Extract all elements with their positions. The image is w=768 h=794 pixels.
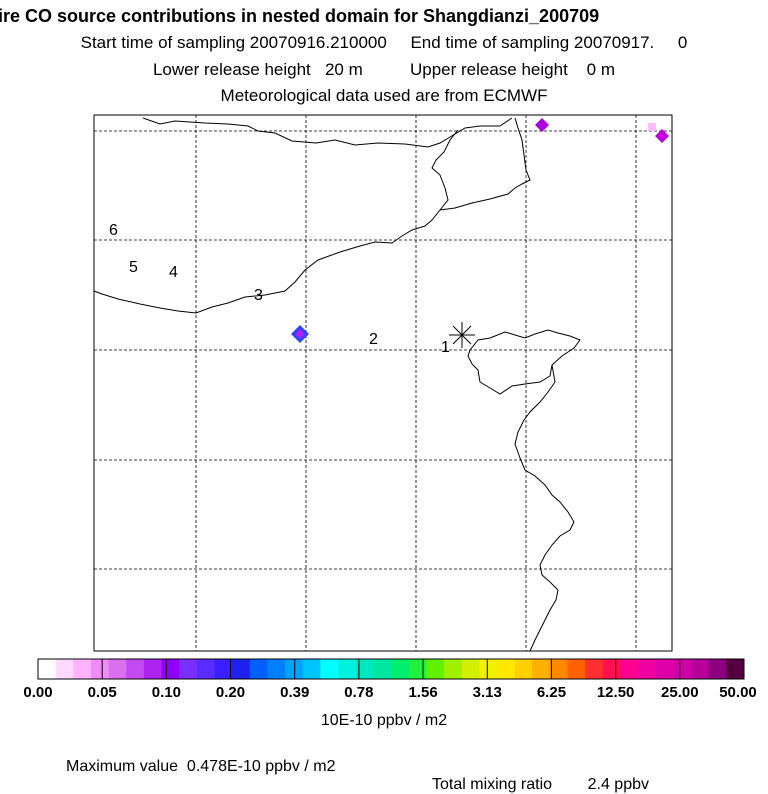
- colorbar-cell: [373, 659, 392, 679]
- colorbar-cell: [267, 659, 286, 679]
- colorbar-cell: [196, 659, 215, 679]
- colorbar-cell: [408, 659, 427, 679]
- colorbar-cell: [726, 659, 745, 679]
- colorbar-cell: [691, 659, 710, 679]
- colorbar-cell: [673, 659, 692, 679]
- colorbar-cell: [73, 659, 92, 679]
- colorbar-cell: [655, 659, 674, 679]
- sampling-time-line: Start time of sampling 20070916.210000 E…: [80, 33, 688, 52]
- colorbar-cell: [620, 659, 639, 679]
- colorbar-cell: [496, 659, 516, 679]
- colorbar-tick-label: 0.20: [215, 684, 246, 701]
- site-label-1: 1: [441, 339, 450, 356]
- colorbar-cells: [38, 659, 745, 679]
- colorbar-tick-label: 6.25: [536, 684, 567, 701]
- colorbar-ticks: [37, 659, 745, 679]
- colorbar-cell: [426, 659, 445, 679]
- plume-cell-corner: [655, 129, 669, 143]
- colorbar-cell: [532, 659, 551, 679]
- colorbar-cell: [126, 659, 145, 679]
- plume-main: [291, 325, 309, 343]
- coastlines: [93, 117, 581, 652]
- colorbar-cell: [479, 659, 498, 679]
- colorbar-cell: [320, 659, 339, 679]
- site-label-6: 6: [109, 222, 118, 239]
- colorbar-cell: [391, 659, 410, 679]
- met-data-line: Meteorological data used are from ECMWF: [220, 86, 548, 105]
- colorbar-cell: [338, 659, 357, 679]
- colorbar-units: 10E-10 ppbv / m2: [320, 712, 448, 729]
- colorbar-tick-label: 25.00: [661, 684, 699, 701]
- colorbar-cell: [355, 659, 374, 679]
- colorbar-tick-label: 3.13: [472, 684, 502, 701]
- colorbar-cell: [443, 659, 463, 679]
- colorbar-cell: [161, 659, 180, 679]
- plume-cell-top: [535, 118, 549, 132]
- colorbar-cell: [602, 659, 621, 679]
- colorbar-cell: [549, 659, 568, 679]
- colorbar-cell: [708, 659, 727, 679]
- colorbar-cell: [108, 659, 127, 679]
- colorbar-cell: [90, 659, 110, 679]
- site-label-3: 3: [254, 287, 263, 304]
- colorbar-tick-label: 0.39: [280, 684, 310, 701]
- grid-lines: [94, 115, 672, 651]
- colorbar-cell: [585, 659, 604, 679]
- colorbar-tick-label: 1.56: [408, 684, 438, 701]
- colorbar-cell: [285, 659, 304, 679]
- colorbar-tick-label: 0.05: [87, 684, 117, 701]
- colorbar-cell: [55, 659, 74, 679]
- site-label-2: 2: [369, 331, 378, 348]
- plot-title: Fire CO source contributions in nested d…: [0, 6, 600, 26]
- total-mixing-text: Total mixing ratio 2.4 ppbv: [432, 776, 649, 793]
- colorbar-cell: [514, 659, 533, 679]
- colorbar-tick-label: 0.00: [23, 684, 53, 701]
- release-height-line: Lower release height 20 m Upper release …: [152, 60, 616, 79]
- colorbar-cell: [38, 659, 57, 679]
- footer: Maximum value 0.478E-10 ppbv / m2 Total …: [0, 740, 768, 794]
- colorbar-cell: [302, 659, 321, 679]
- colorbar-tick-label: 50.00: [719, 684, 757, 701]
- map-frame: [93, 114, 673, 652]
- map-panel: 1 2 3 4 5 6: [93, 114, 673, 652]
- colorbar-cell: [461, 659, 480, 679]
- plume-cell-faint: [648, 123, 656, 131]
- colorbar-cell: [249, 659, 268, 679]
- colorbar: [37, 658, 745, 680]
- colorbar-cell: [232, 659, 251, 679]
- colorbar-cell: [638, 659, 657, 679]
- asterisk-icon: [449, 322, 475, 348]
- plume-cell-inner: [295, 329, 305, 339]
- site-label-4: 4: [169, 264, 178, 281]
- colorbar-tick-label: 0.78: [344, 684, 374, 701]
- colorbar-tick-label: 12.50: [596, 684, 635, 701]
- colorbar-tick-label: 0.10: [151, 684, 181, 701]
- colorbar-cell: [214, 659, 233, 679]
- colorbar-cell: [143, 659, 163, 679]
- max-value-text: Maximum value 0.478E-10 ppbv / m2: [66, 758, 336, 775]
- colorbar-cell: [567, 659, 586, 679]
- site-label-5: 5: [129, 259, 138, 276]
- colorbar-cell: [179, 659, 198, 679]
